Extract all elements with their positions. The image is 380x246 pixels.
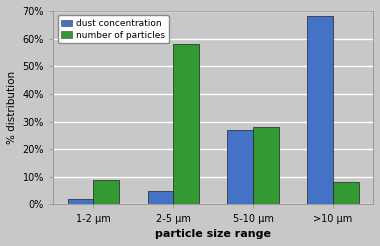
- Bar: [68, 199, 93, 204]
- Bar: [173, 44, 199, 204]
- X-axis label: particle size range: particle size range: [155, 229, 271, 239]
- Bar: [333, 182, 358, 204]
- Bar: [227, 130, 253, 204]
- Y-axis label: % distribution: % distribution: [7, 71, 17, 144]
- Legend: dust concentration, number of particles: dust concentration, number of particles: [57, 15, 169, 43]
- Bar: [93, 180, 119, 204]
- Bar: [253, 127, 279, 204]
- Bar: [307, 16, 333, 204]
- Bar: [147, 191, 173, 204]
